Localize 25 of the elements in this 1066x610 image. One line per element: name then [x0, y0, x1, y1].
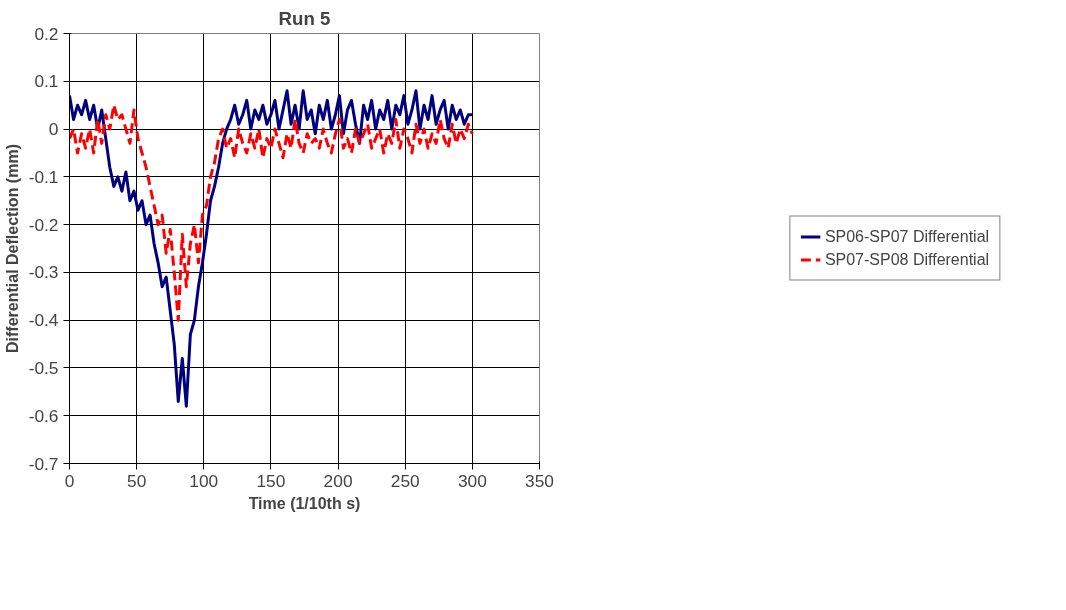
x-tick-label: 150 [256, 470, 286, 491]
y-tick-label: 0.1 [34, 71, 59, 92]
line-series [69, 103, 474, 322]
x-tick-label: 200 [323, 470, 353, 491]
y-tick-label: 0 [48, 119, 59, 140]
x-tick-label: 250 [390, 470, 420, 491]
y-axis-title: Differential Deflection (mm) [3, 144, 21, 353]
legend-label: SP07-SP08 Differential [824, 250, 990, 269]
x-axis-title: Time (1/10th s) [248, 494, 361, 512]
legend-label: SP06-SP07 Differential [824, 227, 990, 246]
chart-title: Run 5 [278, 7, 331, 29]
x-tick-label: 100 [189, 470, 219, 491]
y-tick-label: 0.2 [34, 23, 59, 44]
y-tick-label: -0.1 [28, 166, 59, 187]
y-tick-label: -0.4 [28, 310, 59, 331]
y-tick-label: -0.6 [28, 405, 59, 426]
y-tick-label: -0.3 [28, 262, 59, 283]
x-tick-label: 300 [457, 470, 487, 491]
x-tick-label: 50 [127, 470, 147, 491]
line-series [69, 89, 474, 408]
y-tick-label: -0.7 [28, 453, 59, 474]
x-tick-label: 0 [64, 470, 75, 491]
y-tick-label: -0.2 [28, 214, 59, 235]
x-tick-label: 350 [525, 470, 554, 491]
y-tick-label: -0.5 [28, 357, 59, 378]
